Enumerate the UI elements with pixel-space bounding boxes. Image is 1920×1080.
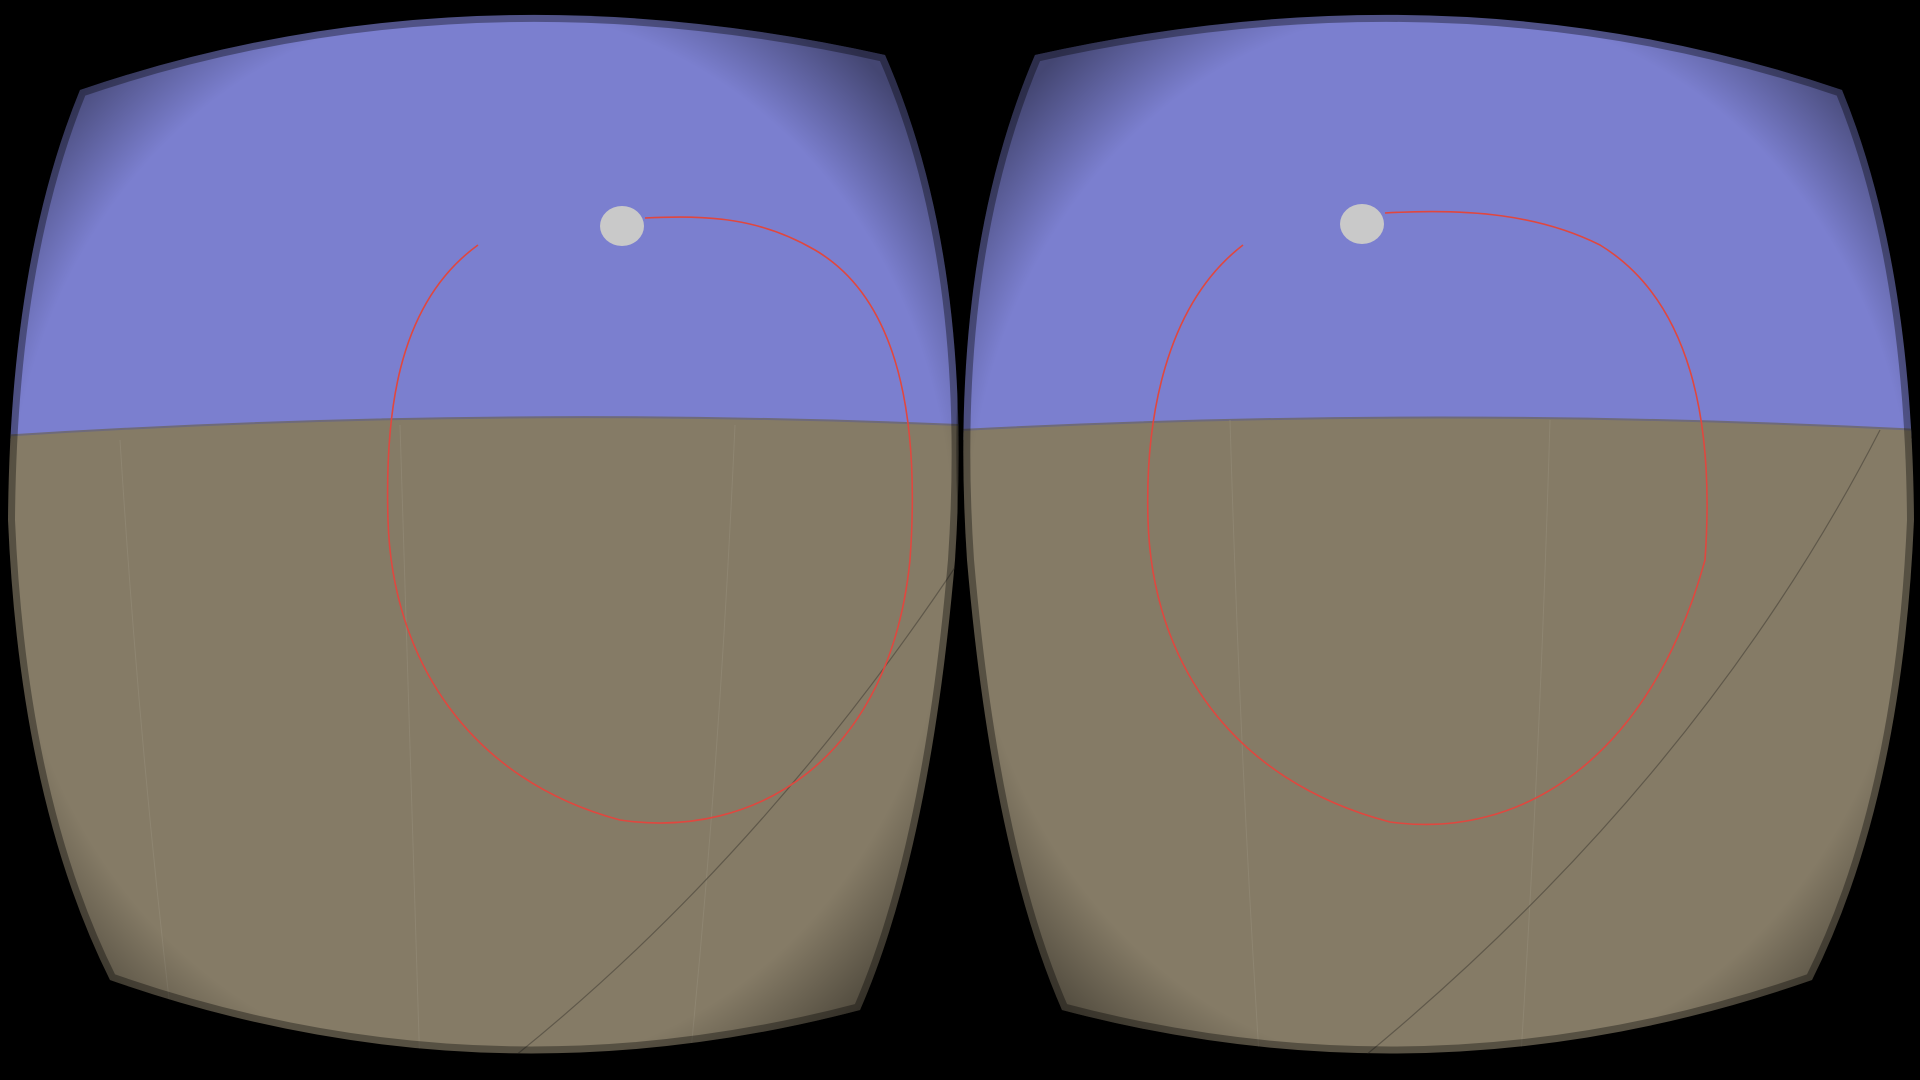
right-eye-viewport [963,14,1914,1054]
left-eye-viewport [8,14,959,1054]
right-vignette [963,14,1914,1054]
right-lens-edge [956,7,1920,1061]
left-lens-edge [0,7,966,1061]
left-vignette [8,14,959,1054]
